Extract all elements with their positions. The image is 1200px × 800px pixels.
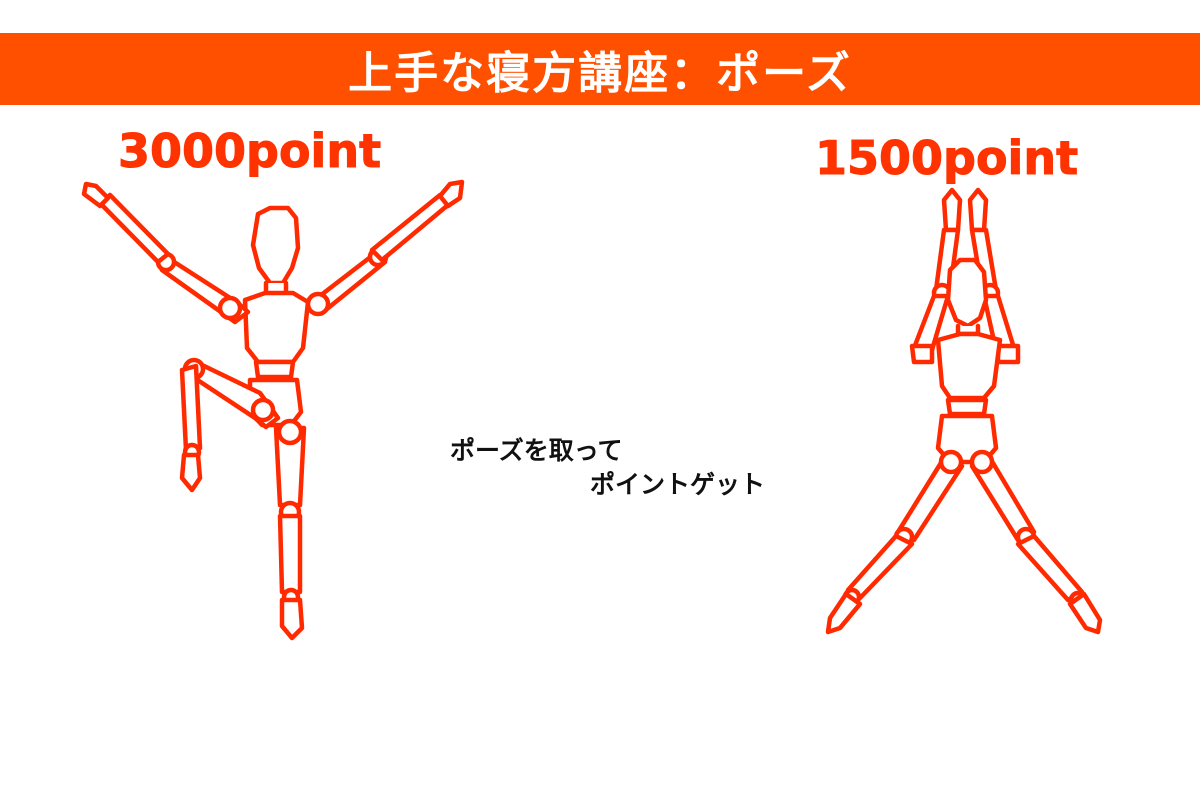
title-banner: 上手な寝方講座：ポーズ: [0, 33, 1200, 105]
caption-line-1: ポーズを取って: [450, 436, 623, 465]
page-title: 上手な寝方講座：ポーズ: [348, 48, 852, 99]
score-label-left: 3000point: [117, 124, 382, 178]
score-label-right: 1500point: [814, 131, 1079, 185]
left-figure-head: [250, 205, 301, 286]
caption-line-2: ポイントゲット: [590, 470, 766, 499]
